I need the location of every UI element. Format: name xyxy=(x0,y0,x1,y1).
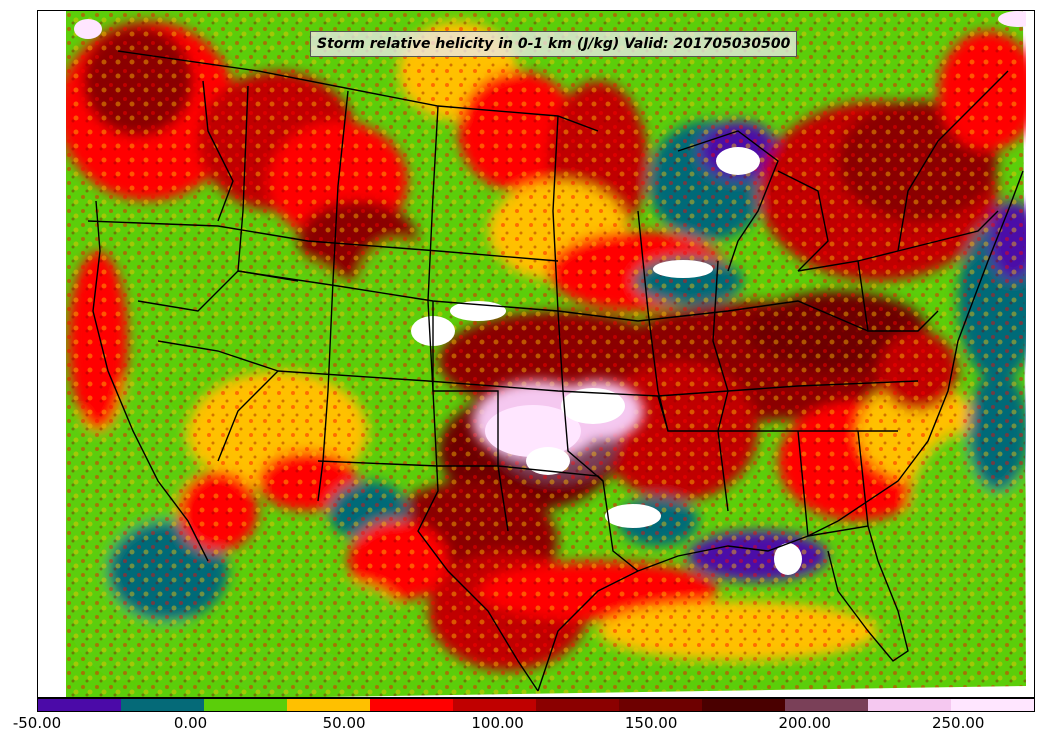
colorbar-swatch-10 xyxy=(868,699,951,711)
colorbar-swatch-11 xyxy=(951,699,1034,711)
colorbar-swatch-7 xyxy=(619,699,702,711)
colorbar-swatch-1 xyxy=(121,699,204,711)
helicity-map xyxy=(38,11,1034,697)
colorbar-tick-label: 200.00 xyxy=(778,714,831,732)
colorbar-tick-label: -50.00 xyxy=(12,714,62,732)
colorbar-tick-label: 50.00 xyxy=(322,714,366,732)
map-title: Storm relative helicity in 0-1 km (J/kg)… xyxy=(310,31,798,57)
colorbar-tick-labels: -50.00 0.00 50.00 100.00 150.00 200.00 250.00 xyxy=(0,714,1044,738)
colorbar-swatch-8 xyxy=(702,699,785,711)
colorbar-swatch-9 xyxy=(785,699,868,711)
colorbar xyxy=(37,698,1035,712)
colorbar-tick-label: 150.00 xyxy=(624,714,678,732)
colorbar-tick-label: 0.00 xyxy=(173,714,208,732)
colorbar-swatch-5 xyxy=(453,699,536,711)
colorbar-swatch-3 xyxy=(287,699,370,711)
colorbar-swatch-2 xyxy=(204,699,287,711)
colorbar-tick-label: 100.00 xyxy=(471,714,524,732)
state-borders xyxy=(87,50,1024,692)
colorbar-tick-label: 250.00 xyxy=(931,714,985,732)
map-panel: Storm relative helicity in 0-1 km (J/kg)… xyxy=(37,10,1035,698)
colorbar-swatch-4 xyxy=(370,699,453,711)
colorbar-swatch-0 xyxy=(38,699,121,711)
colorbar-swatch-6 xyxy=(536,699,619,711)
